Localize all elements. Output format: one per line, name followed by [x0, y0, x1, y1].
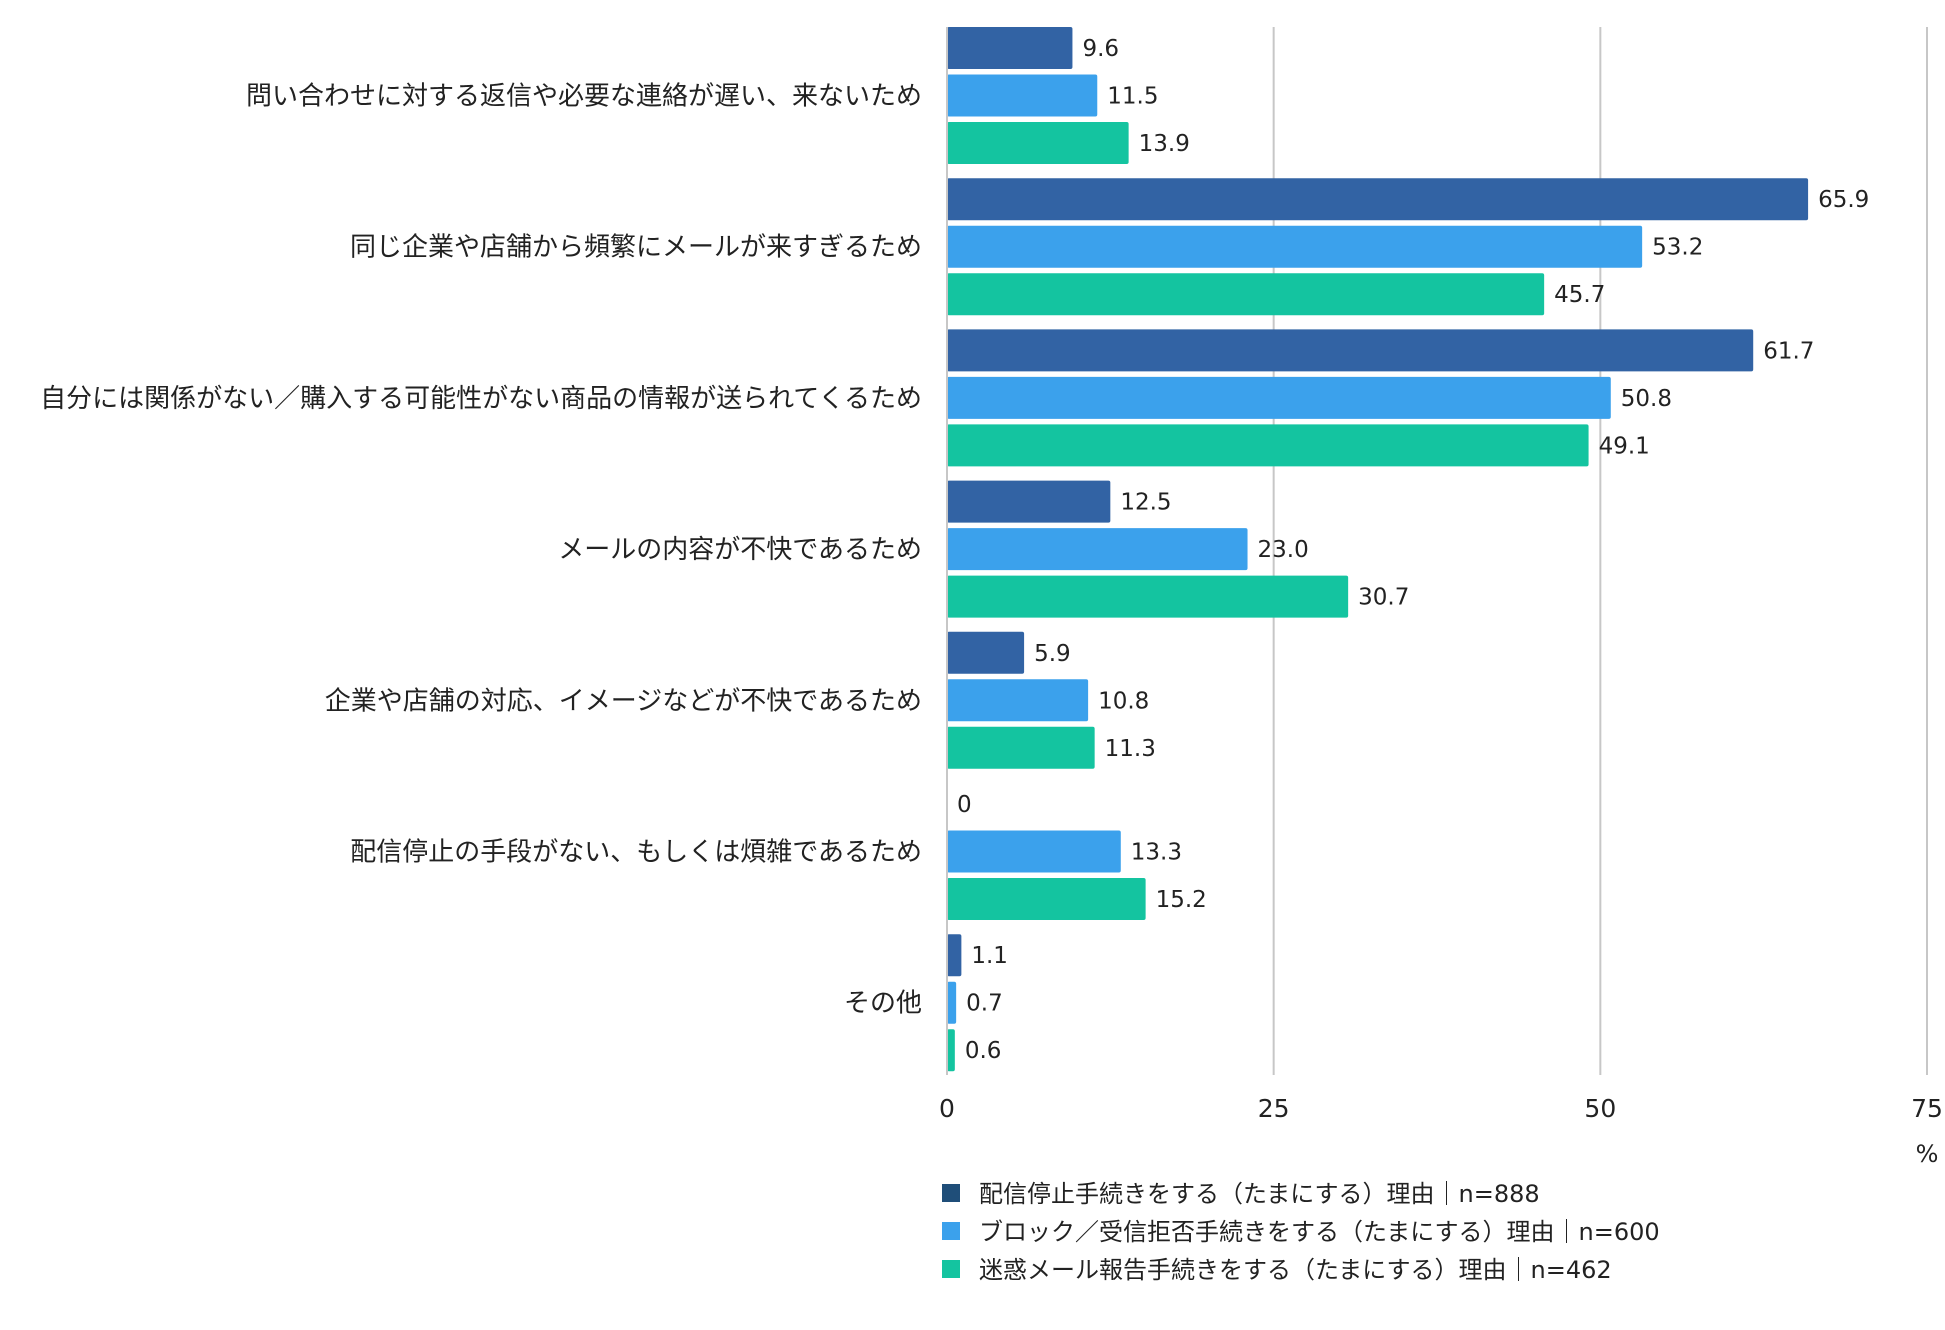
data-label: 11.5 [1107, 84, 1158, 110]
legend-marker [942, 1222, 960, 1240]
bar [947, 424, 1589, 467]
bar [947, 575, 1349, 618]
data-label: 45.7 [1554, 282, 1605, 308]
x-axis: 0 25 50 75% [939, 27, 1943, 1168]
category-label: 自分には関係がない／購入する可能性がない商品の情報が送られてくるため [40, 384, 922, 414]
bar [947, 830, 1121, 873]
bar [947, 679, 1089, 722]
category-label: 問い合わせに対する返信や必要な連絡が遅い、来ないため [246, 82, 922, 112]
category-label: 企業や店舗の対応、イメージなどが不快であるため [325, 686, 922, 716]
legend: 配信停止手続きをする（たまにする）理由｜n=888 ブロック／受信拒否手続きをする… [942, 1180, 1660, 1284]
data-labels: 9.6 11.5 13.9 65.9 53.2 45.7 61.7 50.8 49.1 12.5 2… [957, 36, 1869, 1064]
data-label: 0.7 [966, 991, 1003, 1017]
data-label: 12.5 [1120, 490, 1171, 516]
category-label: その他 [844, 989, 922, 1019]
x-tick-label: 75 [1911, 1094, 1943, 1123]
data-label: 13.9 [1139, 131, 1190, 157]
data-label: 10.8 [1098, 688, 1149, 714]
x-tick-label: 50 [1584, 1094, 1616, 1123]
category-label: 同じ企業や店舗から頻繁にメールが来すぎるため [350, 233, 922, 263]
bar [947, 225, 1643, 268]
legend-marker [942, 1260, 960, 1278]
data-label: 0.6 [965, 1038, 1002, 1064]
bar [947, 178, 1809, 221]
legend-entry: ブロック／受信拒否手続きをする（たまにする）理由｜n=600 [979, 1218, 1660, 1246]
legend-entry: 迷惑メール報告手続きをする（たまにする）理由｜n=462 [979, 1256, 1612, 1284]
bar [947, 376, 1611, 419]
x-tick-label: 25 [1258, 1094, 1290, 1123]
data-label: 49.1 [1599, 433, 1650, 459]
legend-entry: 配信停止手続きをする（たまにする）理由｜n=888 [979, 1180, 1540, 1208]
bar [947, 726, 1095, 769]
data-label: 1.1 [971, 943, 1008, 969]
data-label: 13.3 [1131, 840, 1182, 866]
bar [947, 934, 962, 977]
bar [947, 329, 1754, 372]
bars [947, 27, 1809, 1072]
category-label: 配信停止の手段がない、もしくは煩雑であるため [350, 838, 922, 868]
bar [947, 1029, 955, 1072]
data-label: 5.9 [1034, 641, 1071, 667]
data-label: 23.0 [1258, 537, 1309, 563]
bar [947, 480, 1111, 523]
x-tick-label: 0 [939, 1094, 955, 1123]
data-label: 61.7 [1763, 338, 1814, 364]
data-label: 53.2 [1652, 235, 1703, 261]
legend-marker [942, 1184, 960, 1202]
category-labels: 問い合わせに対する返信や必要な連絡が遅い、来ないため同じ企業や店舗から頻繁にメー… [40, 82, 922, 1019]
bar [947, 528, 1248, 571]
bar [947, 27, 1073, 69]
data-label: 0 [957, 792, 972, 818]
x-unit-label: % [1916, 1140, 1939, 1168]
data-label: 65.9 [1818, 187, 1869, 213]
bar [947, 878, 1146, 920]
data-label: 11.3 [1105, 736, 1156, 762]
category-label: メールの内容が不快であるため [558, 535, 922, 565]
bar [947, 273, 1545, 316]
bar [947, 981, 957, 1024]
bar [947, 74, 1098, 117]
bar [947, 631, 1025, 674]
data-label: 50.8 [1621, 386, 1672, 412]
data-label: 9.6 [1082, 36, 1119, 62]
bar [947, 122, 1129, 164]
data-label: 30.7 [1358, 585, 1409, 611]
data-label: 15.2 [1156, 887, 1207, 913]
